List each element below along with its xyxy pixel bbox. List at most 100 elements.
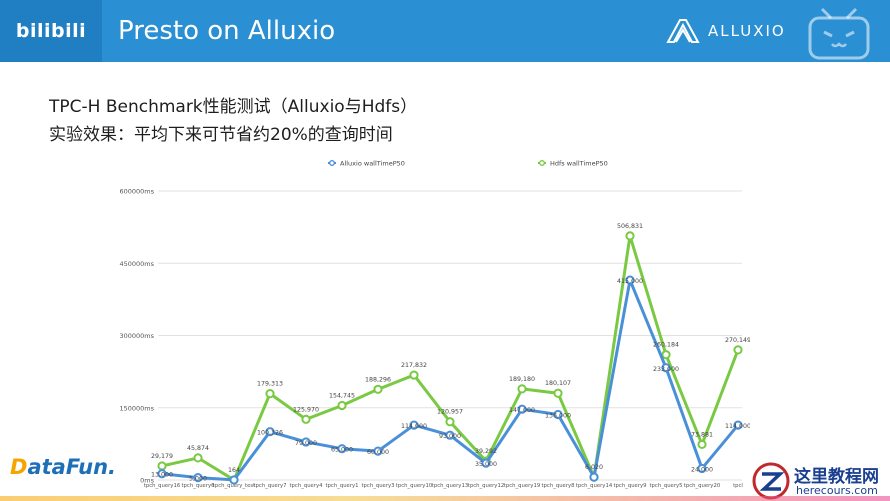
data-point (337, 400, 347, 411)
data-label: 93,000 (439, 433, 461, 440)
data-label: 217,832 (401, 362, 427, 369)
y-tick-label: 450000ms (119, 260, 154, 268)
x-tick-label: tpch_query6 (181, 483, 215, 489)
site-watermark: 这里教程网 herecours.com (752, 462, 890, 501)
data-label: 120,957 (437, 409, 463, 416)
data-label: 29,179 (151, 453, 173, 460)
datafun-logo-initial: D (10, 455, 28, 479)
x-tick-label: tpch_query10 (396, 483, 433, 489)
data-point (517, 404, 527, 414)
x-tick-label: tpch_query9 (613, 483, 646, 489)
data-point (697, 439, 707, 450)
data-point (409, 370, 419, 380)
watermark-logo-icon (752, 462, 790, 500)
data-point (625, 275, 635, 285)
data-point (409, 420, 419, 430)
data-point (697, 463, 707, 474)
data-label: 39,292 (475, 448, 497, 455)
data-point (229, 475, 239, 485)
data-label: 6,020 (585, 464, 603, 471)
data-label: 5,000 (189, 476, 207, 483)
data-label: 45,874 (187, 445, 209, 452)
data-point (553, 409, 563, 420)
data-label: 114,000 (401, 423, 427, 430)
data-point (661, 363, 671, 373)
data-label: 79,000 (295, 440, 317, 447)
x-tick-label: tpch_query20 (684, 483, 721, 489)
x-tick-label: tpch_query1 (325, 483, 358, 489)
data-label: 506,831 (617, 223, 643, 230)
data-point (157, 469, 167, 479)
data-point (193, 472, 203, 483)
alluxio-logo-text: ALLUXIO (708, 22, 786, 40)
title-banner (102, 0, 890, 62)
line-chart-svg: 0ms 150000ms 300000ms 450000ms 600000ms tpch_… (119, 160, 751, 490)
data-label: 188,296 (365, 376, 391, 383)
data-label: 189,180 (509, 376, 535, 383)
slide-title: Presto on Alluxio (118, 16, 336, 46)
data-label: 114,000 (725, 423, 750, 430)
data-label: 147,000 (509, 407, 535, 414)
data-label: 260,184 (653, 342, 679, 349)
data-point (301, 437, 311, 447)
data-label: 179,313 (257, 381, 283, 388)
data-point (373, 384, 383, 394)
y-tick-label: 150000ms (119, 404, 154, 412)
x-tick-label: tpch_query14 (576, 483, 613, 489)
x-tick-label: tpch_query4 (289, 483, 323, 489)
y-tick-label: 0ms (140, 477, 154, 485)
data-label: 35,000 (475, 461, 497, 468)
x-tick-label: tpch_query13 (432, 483, 468, 489)
x-tick-label: tpcl (733, 483, 743, 489)
legend-swatch-marker (329, 160, 335, 166)
data-point (733, 345, 743, 355)
data-label: 270,149 (725, 337, 750, 344)
data-label: 65,000 (331, 447, 353, 454)
bilibili-logo: bilibili (0, 0, 102, 62)
data-point (589, 472, 599, 482)
page-subheading: 实验效果：平均下来可节省约20%的查询时间 (49, 125, 393, 145)
page-heading: TPC-H Benchmark性能测试（Alluxio与Hdfs） (49, 97, 418, 117)
data-point (301, 414, 311, 424)
x-tick-label: tpch_query7 (253, 483, 286, 489)
data-point (661, 350, 671, 360)
data-label: 180,107 (545, 380, 571, 387)
x-tick-label: tpch_query3 (361, 483, 394, 489)
data-point (517, 384, 527, 394)
data-label: 125,970 (293, 406, 319, 413)
data-point (337, 444, 347, 454)
data-point (445, 430, 455, 440)
data-point (193, 453, 203, 463)
x-tick-label: tpch_query_test (213, 483, 255, 489)
benchmark-chart: 0ms 150000ms 300000ms 450000ms 600000ms tpch_… (110, 150, 751, 495)
series-line-hdfs (161, 234, 740, 482)
data-point (733, 420, 743, 430)
legend-label: Hdfs wallTimeP50 (550, 160, 608, 168)
data-label: 100,326 (257, 430, 283, 437)
data-label: 415,000 (617, 278, 643, 285)
y-tick-label: 300000ms (119, 332, 154, 340)
data-label: 136,000 (545, 412, 571, 419)
x-tick-label: tpch_query16 (144, 483, 181, 489)
footer-accent-line (0, 496, 890, 501)
watermark-title: 这里教程网 (794, 467, 879, 487)
data-point (265, 427, 275, 437)
data-label: 154,745 (329, 392, 355, 399)
x-tick-label: tpch_query19 (504, 483, 540, 489)
legend-label: Alluxio wallTimeP50 (340, 160, 405, 168)
data-point (481, 458, 491, 468)
data-label: 13,000 (151, 472, 173, 479)
x-tick-label: tpch_query8 (541, 483, 575, 489)
legend-swatch-marker (539, 160, 545, 166)
data-point (625, 231, 635, 241)
data-label: 73,881 (691, 431, 713, 438)
tv-mascot-icon (808, 7, 870, 60)
alluxio-logo-icon (666, 19, 700, 43)
data-label: 164 (228, 467, 240, 474)
data-label: 24,000 (691, 466, 713, 473)
bilibili-logo-text: bilibili (15, 20, 87, 42)
data-label: 233,000 (653, 366, 679, 373)
x-tick-label: tpch_query12 (468, 483, 504, 489)
data-point (445, 417, 455, 427)
data-label: 60,000 (367, 449, 389, 456)
